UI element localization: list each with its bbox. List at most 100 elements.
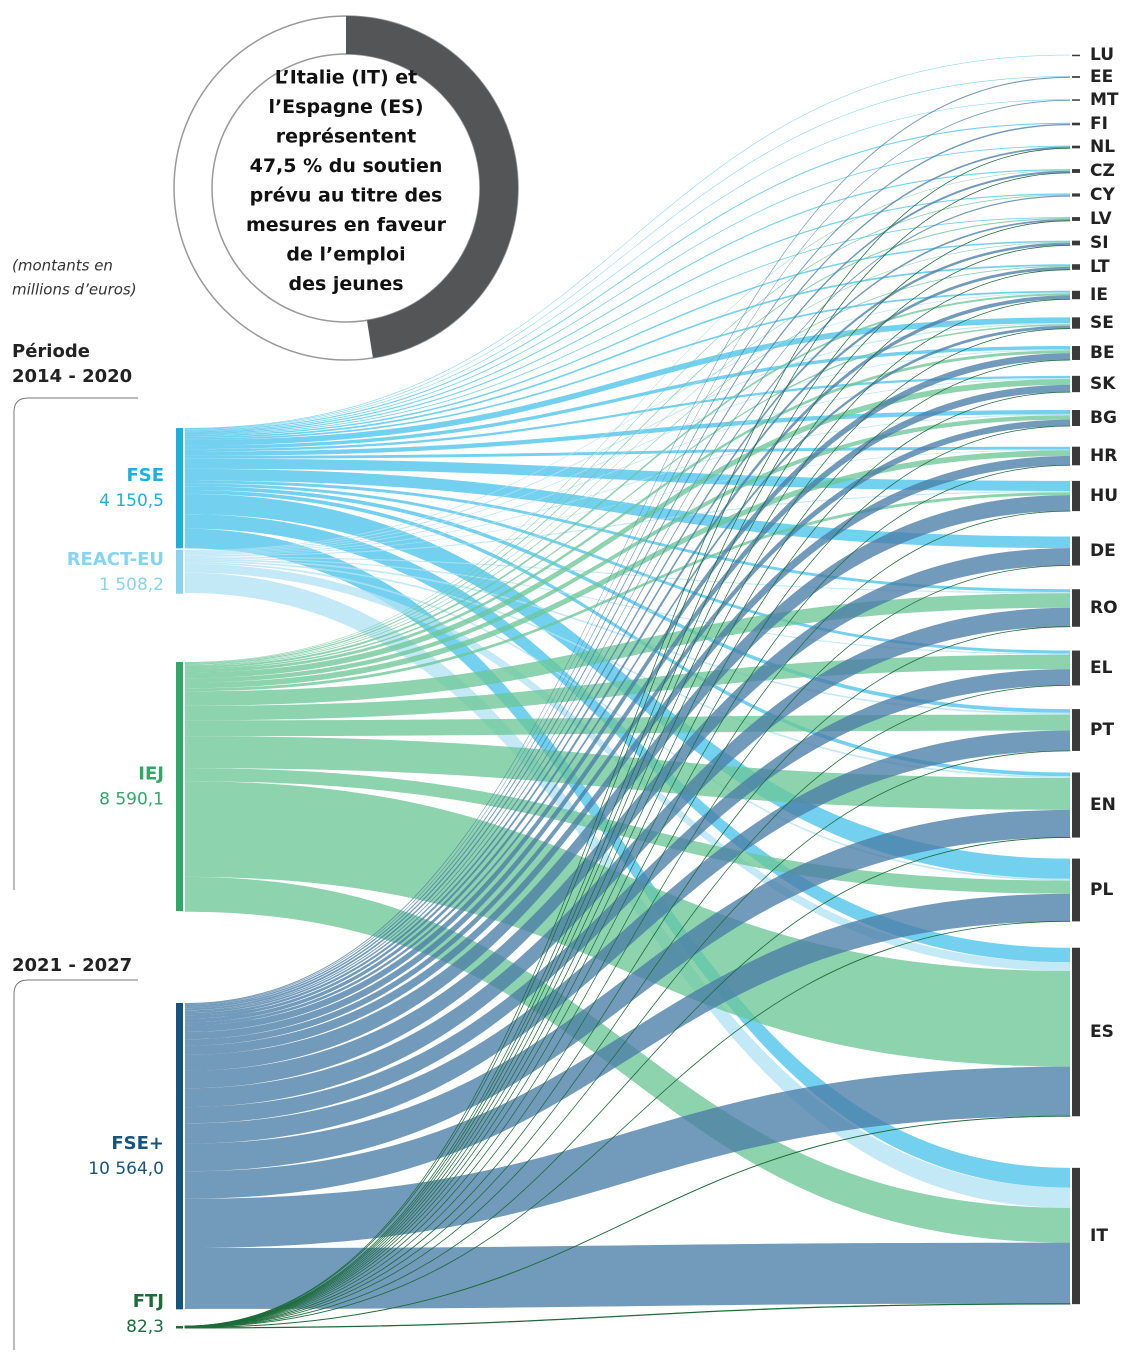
link xyxy=(185,266,1070,1019)
link xyxy=(184,328,1071,1327)
source-label: IEJ xyxy=(138,764,164,785)
source-value: 4 150,5 xyxy=(99,491,164,511)
target-label: RO xyxy=(1090,598,1118,618)
link xyxy=(184,244,1071,1327)
target-bar xyxy=(1072,290,1080,300)
target-bar xyxy=(1072,409,1080,427)
link xyxy=(185,317,1070,446)
target-bar xyxy=(1072,99,1080,101)
link xyxy=(185,293,1070,669)
note: (montants en xyxy=(12,257,113,275)
target-label: CY xyxy=(1090,185,1115,205)
link xyxy=(184,172,1071,1327)
target-bar xyxy=(1072,122,1080,126)
link xyxy=(185,558,1070,715)
annotation-line: 47,5 % du soutien xyxy=(250,155,443,177)
annotation-line: l’Espagne (ES) xyxy=(268,96,423,118)
link xyxy=(185,455,1070,1055)
target-label: BG xyxy=(1090,408,1117,428)
target-bar xyxy=(1072,858,1080,922)
link xyxy=(185,170,1070,663)
link xyxy=(185,324,1070,670)
target-bar xyxy=(1072,480,1080,512)
link xyxy=(185,409,1070,456)
nodes: FSE 4 150,5 REACT-EU 1 508,2 IEJ 8 590,1 FSE+ 1… xyxy=(67,45,1119,1337)
target-label: ES xyxy=(1090,1022,1114,1042)
target-bar xyxy=(1072,346,1080,360)
period-label: Période xyxy=(12,341,90,362)
link xyxy=(185,458,1070,492)
target-label: MT xyxy=(1090,90,1119,110)
donut: L’Italie (IT) et l’Espagne (ES) représente… xyxy=(173,15,519,361)
target-bar xyxy=(1072,446,1080,466)
target-label: EL xyxy=(1090,658,1113,678)
link xyxy=(184,147,1071,1327)
link xyxy=(185,194,1070,664)
link xyxy=(185,217,1070,665)
link xyxy=(185,556,1070,594)
link xyxy=(184,1303,1071,1329)
link xyxy=(184,359,1071,1327)
links xyxy=(184,54,1071,1329)
link xyxy=(185,170,1070,1011)
source-bar xyxy=(176,1003,183,1310)
source-bar xyxy=(176,428,183,549)
link xyxy=(184,837,1071,1328)
link xyxy=(184,626,1071,1328)
link xyxy=(185,1242,1070,1309)
target-label: HU xyxy=(1090,486,1118,506)
link xyxy=(185,54,1070,429)
annotation-line: L’Italie (IT) et xyxy=(275,67,417,89)
target-bar xyxy=(1072,54,1080,57)
note: millions d’euros) xyxy=(12,281,137,299)
target-label: SK xyxy=(1090,374,1116,394)
target-bar xyxy=(1072,709,1080,751)
link xyxy=(185,495,1070,1071)
link xyxy=(185,76,1070,1005)
target-bar xyxy=(1072,169,1080,173)
link xyxy=(185,193,1070,435)
source-value: 10 564,0 xyxy=(88,1159,164,1179)
link xyxy=(185,349,1070,553)
annotation-line: de l’emploi xyxy=(286,244,405,266)
target-bar xyxy=(1072,536,1080,566)
link xyxy=(184,1115,1071,1328)
annotation-line: mesures en faveur xyxy=(246,214,447,236)
link xyxy=(185,548,1070,1089)
annotation-line: représentent xyxy=(276,126,416,148)
target-label: SE xyxy=(1090,313,1114,333)
source-bar xyxy=(176,662,183,912)
link xyxy=(185,379,1070,679)
link xyxy=(185,593,1070,706)
source-value: 82,3 xyxy=(126,1317,164,1337)
target-label: CZ xyxy=(1090,161,1115,181)
link xyxy=(185,492,1070,692)
link xyxy=(185,893,1070,1199)
link xyxy=(185,557,1070,655)
link xyxy=(185,240,1070,437)
source-value: 1 508,2 xyxy=(99,575,164,595)
target-label: EN xyxy=(1090,795,1116,815)
link xyxy=(185,768,1070,894)
link xyxy=(185,809,1070,1172)
link xyxy=(185,169,1070,433)
annotation-line: des jeunes xyxy=(288,273,403,295)
link xyxy=(185,123,1070,1007)
target-bar xyxy=(1072,650,1080,686)
target-label: NL xyxy=(1090,137,1115,157)
annotation-line: prévu au titre des xyxy=(250,185,443,207)
target-label: LV xyxy=(1090,209,1112,229)
link xyxy=(185,292,1070,551)
link xyxy=(185,99,1070,1006)
link xyxy=(185,353,1070,1032)
target-label: IT xyxy=(1090,1226,1108,1246)
target-label: PL xyxy=(1090,880,1113,900)
link xyxy=(185,122,1070,431)
target-label: SI xyxy=(1090,233,1109,253)
target-bar xyxy=(1072,76,1080,78)
link xyxy=(185,323,1070,553)
link xyxy=(184,298,1071,1327)
link xyxy=(185,560,1070,778)
link xyxy=(185,290,1070,440)
